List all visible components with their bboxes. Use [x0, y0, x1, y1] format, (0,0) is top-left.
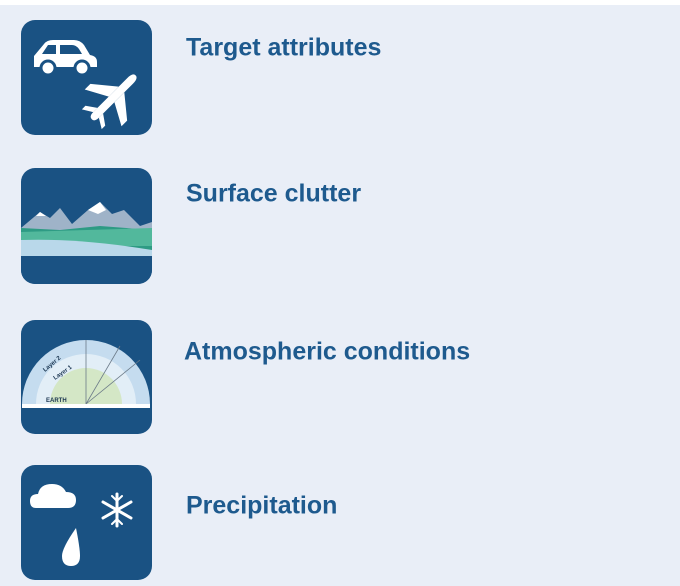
top-strip — [0, 0, 680, 5]
icon-surface — [21, 168, 152, 284]
item-label: Surface clutter — [186, 180, 361, 208]
page: Layer 2 Layer 1 EARTH Target attributes … — [0, 0, 680, 586]
item-label: Precipitation — [186, 492, 337, 520]
item-label: Target attributes — [186, 34, 381, 62]
item-label: Atmospheric conditions — [184, 338, 470, 366]
icon-precipitation — [21, 465, 152, 580]
icon-text: EARTH — [46, 398, 67, 404]
icon-atmosphere: Layer 2 Layer 1 EARTH — [21, 320, 152, 434]
icon-target — [21, 20, 154, 138]
